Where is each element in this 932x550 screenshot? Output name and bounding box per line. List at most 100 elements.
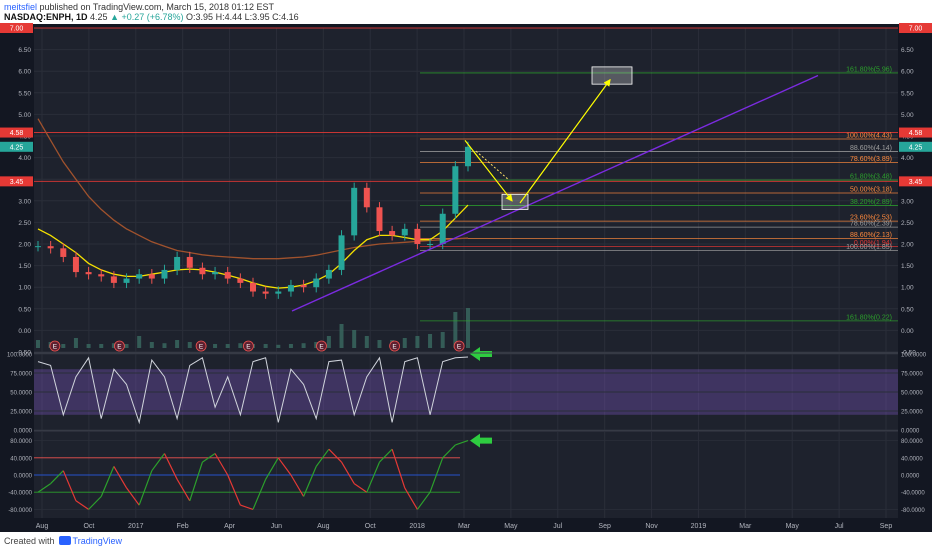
x-tick-label: Sep [598, 523, 611, 530]
x-tick-label: Apr [224, 523, 236, 530]
rsi-y-tick-label-left: 25.0000 [10, 410, 32, 416]
osc-y-tick-label-left: -80.0000 [8, 508, 32, 514]
osc-y-tick-label-right: 0.0000 [901, 474, 920, 480]
y-tick-label-left: 5.00 [18, 112, 31, 119]
candle-body [363, 187, 370, 208]
y-tick-label-right: 0.00 [901, 328, 914, 335]
fib-level-label: 78.60%(3.89) [850, 156, 892, 163]
rsi-y-tick-label-right: 75.0000 [901, 372, 923, 378]
candle-body [414, 228, 421, 244]
volume-bar [111, 343, 116, 348]
candle-body [186, 256, 193, 268]
y-tick-label-left: 3.00 [18, 198, 31, 205]
tradingview-brand-link[interactable]: TradingView [72, 536, 123, 546]
price-label-left: 3.45 [10, 179, 24, 186]
fib-level-label: 88.60%(4.14) [850, 145, 892, 152]
price-label-right: 4.58 [909, 130, 923, 137]
y-tick-label-right: 5.50 [901, 90, 914, 97]
trend-line [291, 74, 819, 312]
price-change: ▲ +0.27 (+6.78%) [110, 12, 184, 22]
oscillator-segment [151, 453, 165, 472]
oscillator-segment [277, 457, 292, 476]
earnings-marker [453, 340, 465, 352]
x-tick-label: Oct [83, 523, 94, 530]
price-label-box-right [899, 23, 932, 33]
fib-level-label: 100.00%(4.43) [846, 133, 892, 140]
x-tick-label: Oct [365, 523, 376, 530]
green-arrow-icon [470, 347, 492, 361]
candle-body [313, 278, 320, 288]
oscillator-segment [37, 483, 51, 493]
y-tick-label-left: -0.50 [16, 350, 31, 357]
volume-bar [238, 343, 243, 348]
price-label-box-left [0, 141, 33, 152]
price-label-box-right [899, 176, 932, 187]
candle-body [224, 272, 231, 279]
y-tick-label-right: 5.00 [901, 112, 914, 119]
price-label-left: 4.58 [10, 130, 24, 137]
earnings-marker-label: E [117, 344, 122, 351]
fib-level-label: 61.80%(3.48) [850, 174, 892, 181]
symbol-label: NASDAQ:ENPH, 1D [4, 12, 88, 22]
price-label-right: 4.25 [909, 144, 923, 151]
volume-bar [73, 338, 78, 348]
ohlc-values: O:3.95 H:4.44 L:3.95 C:4.16 [186, 12, 299, 22]
oscillator-segment [416, 491, 431, 510]
green-arrow-icon [470, 433, 492, 448]
volume-bar [453, 312, 458, 348]
moving-average-brown-line [37, 118, 469, 260]
volume-bar [288, 344, 293, 348]
candle-body [148, 274, 155, 279]
y-tick-label-left: 1.00 [18, 285, 31, 292]
osc-y-tick-label-right: 80.0000 [901, 439, 923, 445]
earnings-marker [114, 340, 125, 352]
oscillator-segment [366, 461, 381, 493]
volume-bar [352, 330, 357, 348]
volume-bar [377, 340, 382, 348]
pane-1-background [34, 28, 898, 352]
oscillator-segment [391, 449, 406, 489]
volume-bar [326, 336, 331, 348]
volume-bar [149, 342, 154, 348]
candle-body [35, 246, 41, 248]
oscillator-segment [126, 487, 140, 506]
publish-info: meitsfiel published on TradingView.com, … [4, 2, 274, 12]
x-tick-label: Sep [880, 523, 893, 530]
volume-bar [415, 336, 420, 348]
candle-body [98, 274, 105, 277]
fib-level-label: 100.00%(1.85) [846, 244, 892, 251]
oscillator-segment [202, 453, 216, 463]
y-tick-label-left: 2.50 [18, 220, 31, 227]
created-with-text: Created with [4, 536, 55, 546]
candle-body [123, 278, 130, 283]
y-tick-label-right: 2.00 [901, 242, 914, 249]
y-tick-label-left: 5.50 [18, 90, 31, 97]
volume-bar [124, 344, 129, 348]
y-tick-label-right: 2.50 [901, 220, 914, 227]
published-text: published on TradingView.com, March 15, … [37, 2, 274, 12]
fib-level-label: 50.00%(3.18) [850, 187, 892, 194]
candle-body [237, 278, 244, 283]
volume-bar [339, 324, 344, 348]
oscillator-segment [290, 474, 305, 497]
oscillator-segment [379, 448, 393, 463]
earnings-marker-label: E [392, 344, 397, 351]
projection-dotted-line [475, 150, 509, 180]
fib-level-label: 23.60%(2.53) [850, 215, 892, 222]
osc-y-tick-label-left: -40.0000 [8, 491, 32, 497]
symbol-info: NASDAQ:ENPH, 1D 4.25 ▲ +0.27 (+6.78%) O:… [4, 12, 299, 22]
oscillator-segment [353, 483, 368, 493]
oscillator-segment [138, 470, 153, 506]
author-link[interactable]: meitsfiel [4, 2, 38, 12]
y-tick-label-right: 3.00 [901, 198, 914, 205]
y-tick-label-left: 0.00 [18, 328, 31, 335]
price-label-box-left [0, 176, 33, 187]
volume-bar [175, 340, 180, 348]
volume-bar [364, 336, 369, 348]
candle-body [110, 276, 117, 283]
price-label-box-right [899, 141, 932, 152]
tradingview-logo-icon [58, 536, 71, 545]
projection-arrow-down [464, 139, 513, 202]
price-label-right: 7.00 [909, 26, 923, 33]
